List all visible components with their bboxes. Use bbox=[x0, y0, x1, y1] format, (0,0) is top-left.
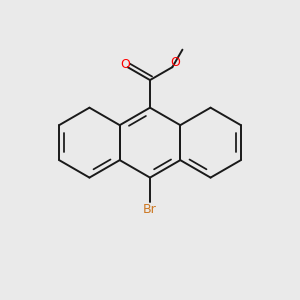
Text: O: O bbox=[170, 56, 180, 69]
Text: O: O bbox=[120, 58, 130, 71]
Text: Br: Br bbox=[143, 203, 157, 216]
